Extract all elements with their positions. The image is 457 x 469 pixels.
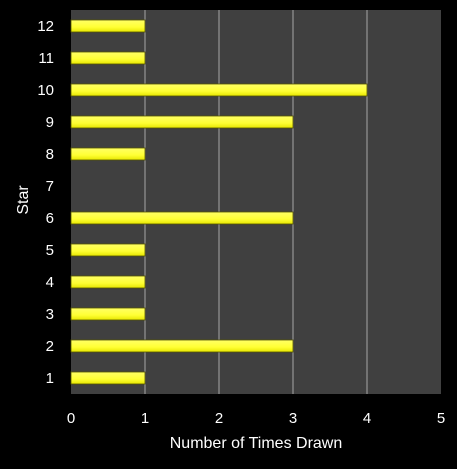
bar-star-1 — [70, 371, 146, 385]
bar-star-9 — [70, 115, 294, 129]
plot-area — [71, 10, 441, 394]
y-tick-label-9: 9 — [46, 114, 54, 131]
bar-star-5 — [70, 243, 146, 257]
gridlines — [144, 10, 368, 394]
x-tick-label-1: 1 — [141, 410, 149, 427]
x-tick-label-0: 0 — [67, 410, 75, 427]
y-tick-label-3: 3 — [46, 306, 54, 323]
x-tick-label-5: 5 — [437, 410, 445, 427]
bar-star-10 — [70, 83, 368, 97]
bar-star-2 — [70, 339, 294, 353]
y-tick-label-11: 11 — [38, 50, 54, 67]
bar-star-12 — [70, 19, 146, 33]
x-tick-labels: 0 1 2 3 4 5 — [67, 410, 445, 427]
bars — [70, 19, 368, 385]
y-tick-label-2: 2 — [46, 338, 54, 355]
bar-star-8 — [70, 147, 146, 161]
y-tick-label-4: 4 — [46, 274, 54, 291]
bar-star-4 — [70, 275, 146, 289]
y-tick-label-6: 6 — [46, 210, 54, 227]
y-tick-label-5: 5 — [46, 242, 54, 259]
x-tick-label-3: 3 — [289, 410, 297, 427]
y-tick-label-1: 1 — [46, 370, 54, 387]
x-tick-label-2: 2 — [215, 410, 223, 427]
y-tick-label-10: 10 — [37, 82, 54, 99]
bar-star-3 — [70, 307, 146, 321]
bar-star-6 — [70, 211, 294, 225]
x-tick-label-4: 4 — [363, 410, 371, 427]
y-tick-label-12: 12 — [37, 18, 54, 35]
x-axis-title: Number of Times Drawn — [170, 435, 343, 452]
y-axis-title: Star — [15, 185, 32, 215]
y-tick-label-7: 7 — [46, 178, 54, 195]
y-tick-label-8: 8 — [46, 146, 54, 163]
bar-star-11 — [70, 51, 146, 65]
